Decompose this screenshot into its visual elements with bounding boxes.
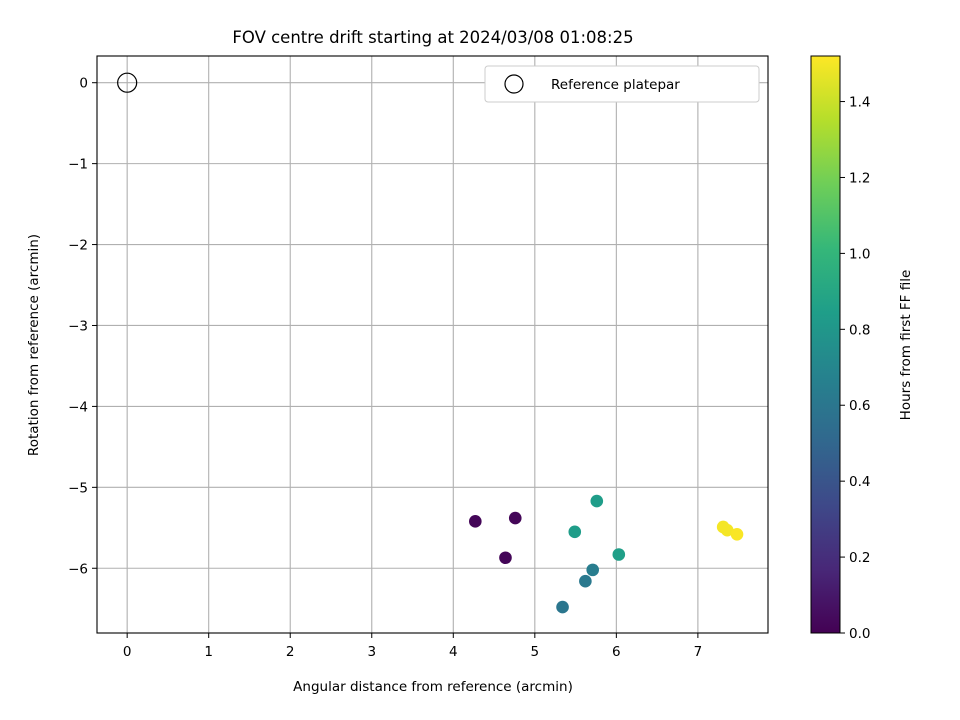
y-tick-label: −3 (68, 318, 88, 334)
x-axis-ticks: 0 1 2 3 4 5 6 7 (123, 633, 702, 660)
x-tick-label: 4 (449, 644, 458, 660)
x-tick-label: 1 (204, 644, 213, 660)
colorbar-label: Hours from first FF file (898, 270, 914, 421)
x-tick-label: 0 (123, 644, 132, 660)
y-tick-label: −2 (68, 238, 88, 254)
colorbar-tick-label: 0.2 (849, 550, 870, 566)
data-points (117, 72, 744, 614)
x-tick-label: 7 (694, 644, 703, 660)
x-axis-label: Angular distance from reference (arcmin) (293, 679, 573, 695)
data-point (469, 515, 482, 528)
legend-label-reference: Reference platepar (551, 77, 680, 93)
y-axis-label: Rotation from reference (arcmin) (26, 234, 42, 456)
data-point (730, 527, 744, 541)
legend-box (484, 65, 760, 103)
plot-frame (96, 55, 769, 634)
legend-marker-reference (504, 74, 524, 94)
data-point (720, 523, 734, 537)
colorbar-tick-label: 1.4 (849, 95, 870, 111)
y-axis-ticks: 0 −1 −2 −3 −4 −5 −6 (68, 76, 97, 577)
y-tick-label: −4 (68, 399, 88, 415)
colorbar (810, 55, 841, 634)
colorbar-tick-label: 1.0 (849, 246, 870, 262)
grid (97, 56, 768, 633)
colorbar-tick-label: 0.6 (849, 398, 870, 414)
legend: Reference platepar (484, 65, 760, 103)
colorbar-tick-label: 0.0 (849, 626, 870, 642)
x-tick-label: 3 (367, 644, 376, 660)
y-tick-label: −1 (68, 157, 88, 173)
data-point (568, 525, 582, 539)
x-tick-label: 5 (531, 644, 540, 660)
data-point (590, 494, 604, 508)
x-tick-label: 2 (286, 644, 295, 660)
data-point (556, 600, 569, 614)
y-tick-label: −5 (68, 480, 88, 496)
colorbar-tick-label: 0.4 (849, 474, 870, 490)
x-tick-label: 6 (612, 644, 621, 660)
chart-title: FOV centre drift starting at 2024/03/08 … (232, 28, 633, 47)
colorbar-ticks: 0.0 0.2 0.4 0.6 0.8 1.0 1.2 1.4 (840, 95, 870, 642)
data-point (586, 563, 600, 577)
y-tick-label: 0 (79, 76, 88, 92)
colorbar-tick-label: 1.2 (849, 170, 870, 186)
data-point (612, 548, 626, 561)
y-tick-label: −6 (68, 561, 88, 577)
data-point (508, 511, 522, 525)
reference-marker (117, 72, 138, 93)
data-point (499, 551, 512, 565)
data-point (579, 574, 592, 588)
colorbar-tick-label: 0.8 (849, 322, 870, 338)
